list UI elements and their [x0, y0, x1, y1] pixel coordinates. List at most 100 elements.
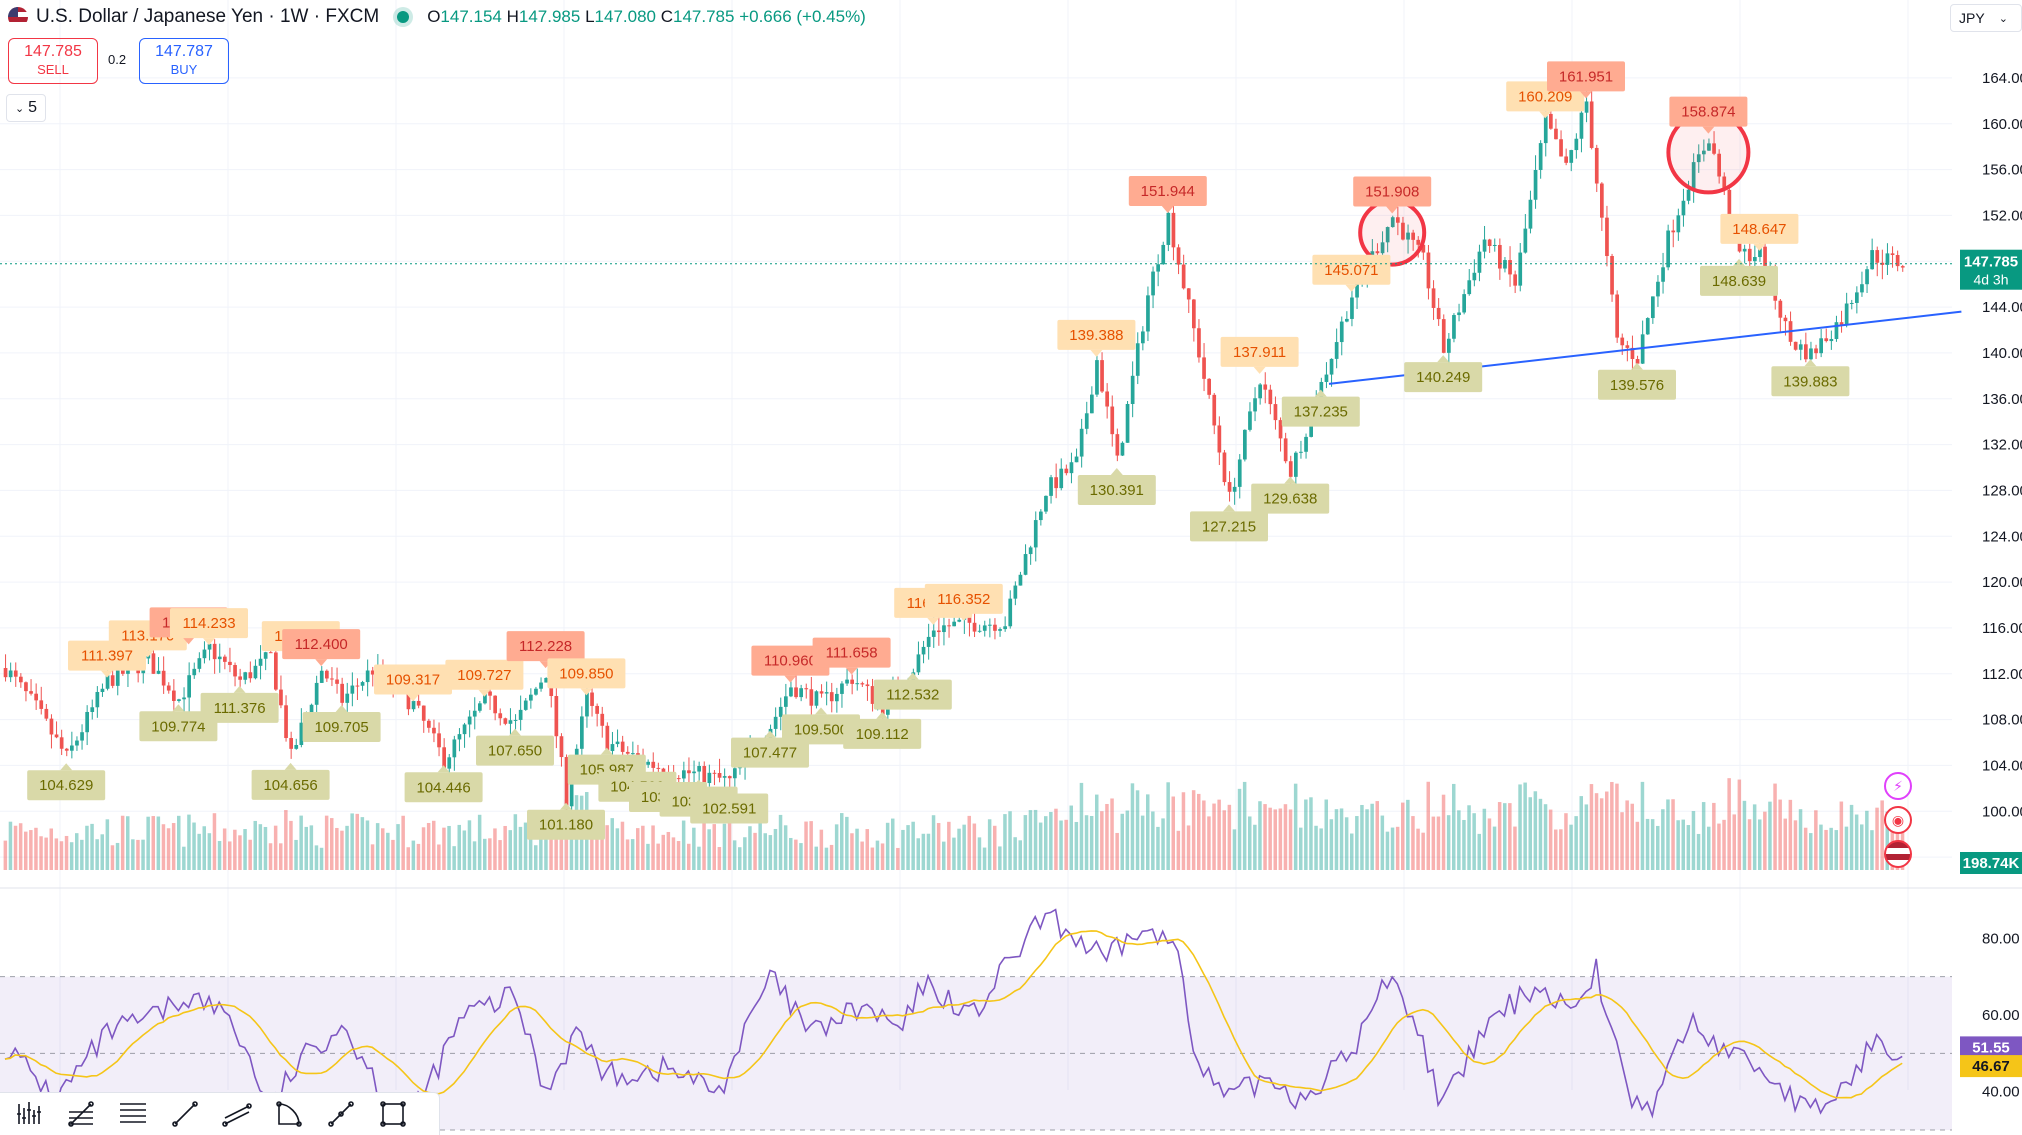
indicator-count: 5	[28, 99, 38, 116]
volume-bar	[921, 833, 926, 870]
volume-bar	[528, 834, 533, 870]
volume-bar	[763, 833, 767, 870]
candle-body	[1844, 303, 1849, 325]
candle-body	[268, 652, 273, 654]
candle-body	[1900, 266, 1905, 268]
volume-bar	[1661, 809, 1665, 870]
volume-bar	[1696, 833, 1701, 870]
path-icon[interactable]	[320, 1096, 362, 1132]
volume-bar	[381, 828, 385, 870]
fib-retracement-icon[interactable]	[112, 1096, 154, 1132]
price-label: 148.639	[1700, 258, 1778, 296]
price-label: 158.874	[1669, 96, 1748, 134]
candle-body	[1681, 200, 1686, 216]
volume-bar	[768, 835, 773, 870]
volume-bar	[432, 820, 436, 870]
candle-body	[1217, 425, 1222, 453]
volume-bar	[324, 815, 329, 870]
volume-bar	[39, 836, 43, 870]
volume-bar	[911, 821, 915, 870]
price-label: 151.908	[1353, 176, 1432, 214]
rsi-ma-tag: 46.67	[1972, 1058, 2010, 1075]
volume-bar	[1457, 810, 1461, 870]
volume-bar	[1742, 800, 1747, 870]
candle-body	[70, 745, 74, 751]
candle-body	[529, 694, 533, 701]
price-label-text: 112.228	[519, 638, 572, 655]
candle-body	[1120, 442, 1125, 456]
volume-bar	[957, 828, 961, 870]
volume-bar	[1049, 811, 1053, 870]
candle-body	[1549, 113, 1553, 129]
price-tick-label: 116.000	[1982, 620, 2022, 637]
collapse-indicators-button[interactable]: ⌄ 5	[6, 94, 46, 122]
candle-body	[860, 683, 865, 685]
candle-body	[345, 693, 350, 703]
pitchfork-icon[interactable]	[60, 1096, 102, 1132]
candle-body	[1090, 394, 1094, 414]
volume-bar	[1324, 799, 1328, 870]
volume-bar	[110, 845, 115, 870]
sell-button[interactable]: 147.785 SELL	[8, 38, 98, 84]
parallel-channel-icon[interactable]	[216, 1096, 258, 1132]
price-label-text: 151.908	[1365, 183, 1419, 200]
volume-bar	[1181, 792, 1186, 870]
volume-bar	[1854, 814, 1859, 870]
currency-selector[interactable]: JPY ⌄	[1950, 4, 2022, 32]
price-label: 109.112	[843, 711, 922, 749]
indicators-icon[interactable]	[8, 1096, 50, 1132]
candle-body	[100, 688, 105, 692]
candle-body	[1620, 337, 1625, 346]
candle-body	[1268, 389, 1273, 405]
candle-body	[1033, 520, 1038, 548]
volume-bar	[1176, 830, 1181, 870]
volume-bar	[1390, 827, 1395, 870]
volume-bar	[855, 828, 859, 870]
trend-line-icon[interactable]	[164, 1096, 206, 1132]
price-label: 104.656	[251, 762, 330, 800]
volume-bar	[192, 822, 196, 870]
volume-bar	[1339, 808, 1344, 870]
candle-body	[1452, 315, 1456, 339]
candle-body	[1798, 344, 1803, 350]
candle-body	[651, 761, 656, 768]
candle-body	[804, 688, 809, 690]
price-label: 116.352	[924, 583, 1003, 621]
symbol-title[interactable]: U.S. Dollar / Japanese Yen · 1W · FXCM	[36, 6, 380, 27]
candle-body	[335, 679, 339, 684]
record-icon[interactable]: ◉	[1884, 806, 1912, 834]
price-label-text: 109.317	[386, 671, 440, 688]
candle-body	[1600, 183, 1604, 218]
volume-bar	[1701, 802, 1706, 870]
volume-bar	[687, 843, 691, 870]
volume-bar	[982, 847, 987, 870]
volume-bar	[1758, 819, 1762, 870]
volume-bar	[1380, 815, 1385, 870]
candle-body	[233, 665, 237, 677]
volume-bar	[1411, 816, 1415, 870]
rectangle-icon[interactable]	[372, 1096, 414, 1132]
price-label: 112.532	[873, 672, 952, 710]
candle-body	[554, 696, 559, 737]
price-label: 151.944	[1128, 176, 1207, 214]
volume-bar	[59, 841, 64, 870]
volume-bar	[1120, 813, 1124, 870]
volume-bar	[1436, 816, 1441, 870]
volume-bar	[753, 832, 757, 870]
price-label-text: 139.576	[1610, 377, 1664, 394]
volume-bar	[437, 844, 441, 870]
volume-bar	[1849, 804, 1854, 870]
volume-bar	[1166, 782, 1170, 870]
candle-body	[1406, 232, 1410, 240]
volume-bar	[1355, 816, 1359, 870]
buy-button[interactable]: 147.787 BUY	[139, 38, 229, 84]
us-flag-icon[interactable]	[1884, 840, 1912, 868]
volume-bar	[18, 823, 23, 870]
volume-bar	[1528, 797, 1532, 870]
candle-body	[1146, 295, 1150, 332]
lightning-icon[interactable]: ⚡	[1884, 772, 1912, 800]
price-label: 109.774	[139, 704, 218, 742]
curve-icon[interactable]	[268, 1096, 310, 1132]
volume-bar	[789, 837, 793, 870]
